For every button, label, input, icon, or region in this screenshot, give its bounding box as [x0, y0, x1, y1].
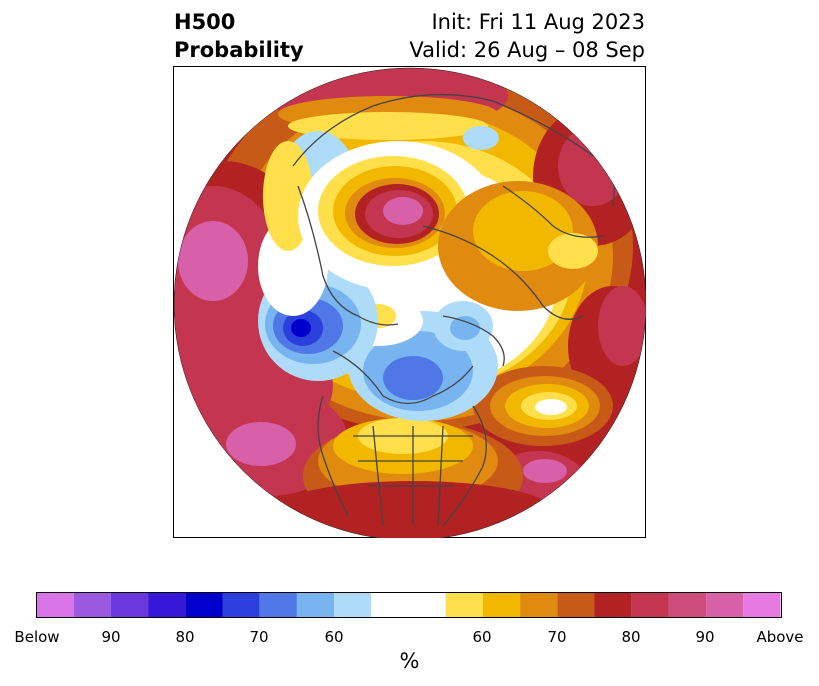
- colorbar-segment: [222, 592, 260, 618]
- colorbar-segment: [296, 592, 335, 618]
- colorbar-label: %: [399, 649, 420, 673]
- title-left: H500 Probability: [174, 8, 304, 64]
- colorbar-segment: [520, 592, 558, 618]
- probability-field: [174, 68, 646, 538]
- colorbar-segment: [557, 592, 595, 618]
- colorbar-segment: [371, 592, 446, 618]
- colorbar-segment: [73, 592, 111, 618]
- title-type: Probability: [174, 38, 304, 62]
- colorbar: [36, 592, 782, 618]
- colorbar-segment: [482, 592, 521, 618]
- colorbar-frame: [36, 592, 782, 618]
- colorbar-segment: [668, 592, 707, 618]
- title-right: Init: Fri 11 Aug 2023 Valid: 26 Aug – 08…: [409, 8, 645, 64]
- coastlines: [292, 93, 615, 527]
- colorbar-segment: [706, 592, 744, 618]
- tick-label: 80: [621, 628, 641, 646]
- tick-label: Above: [756, 628, 804, 646]
- colorbar-segment: [594, 592, 632, 618]
- tick-label: 90: [101, 628, 121, 646]
- colorbar-segment: [185, 592, 223, 618]
- tick-label: Below: [14, 628, 60, 646]
- init-date: Init: Fri 11 Aug 2023: [431, 10, 645, 34]
- tick-label: 60: [472, 628, 492, 646]
- tick-label: 60: [324, 628, 344, 646]
- tick-label: 70: [547, 628, 567, 646]
- colorbar-segment: [334, 592, 372, 618]
- colorbar-segment: [743, 592, 781, 618]
- tick-label: 80: [175, 628, 195, 646]
- probability-map: [173, 66, 646, 538]
- tick-label: 70: [249, 628, 269, 646]
- colorbar-segment: [36, 592, 74, 618]
- valid-range: Valid: 26 Aug – 08 Sep: [409, 38, 645, 62]
- tick-label: 90: [695, 628, 715, 646]
- colorbar-segment: [631, 592, 669, 618]
- colorbar-segment: [110, 592, 149, 618]
- colorbar-segment: [445, 592, 483, 618]
- colorbar-segment: [148, 592, 186, 618]
- colorbar-segment: [259, 592, 297, 618]
- title-variable: H500: [174, 10, 236, 34]
